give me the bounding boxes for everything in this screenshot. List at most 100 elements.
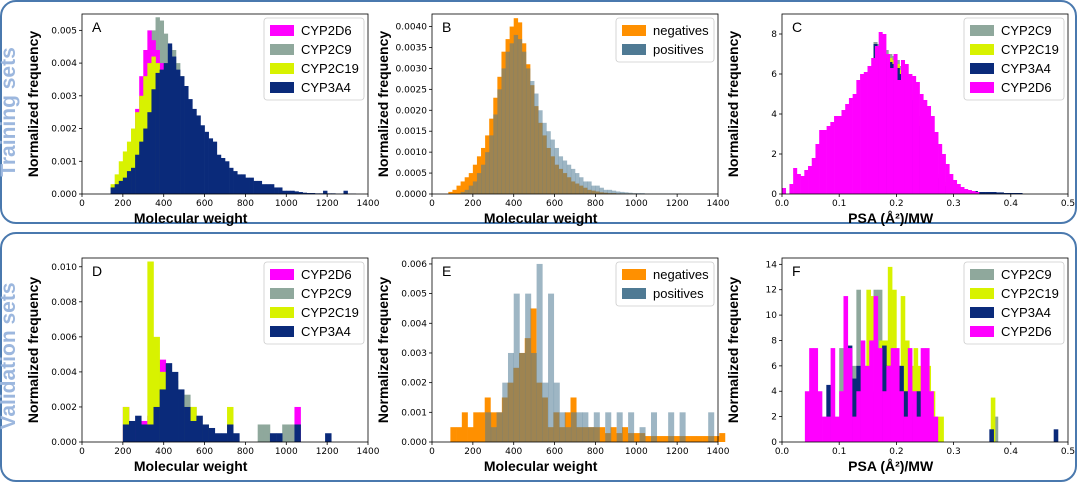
bar-negatives — [684, 436, 691, 442]
bar-positives — [570, 412, 577, 442]
bar-cyp3a4 — [237, 174, 242, 194]
y-tick-label: 6 — [771, 362, 777, 372]
bar-negatives — [662, 436, 669, 442]
bar-cyp3a4 — [985, 192, 990, 194]
bar-positives — [575, 173, 580, 194]
y-tick-label: 0 — [771, 190, 777, 200]
x-tick-label: 0.4 — [1004, 447, 1019, 457]
x-tick-label: 0.5 — [1061, 199, 1075, 209]
x-tick-label: 1200 — [666, 447, 689, 457]
bar-cyp3a4 — [204, 131, 209, 194]
bar-negatives — [713, 436, 720, 442]
bar-cyp3a4 — [175, 69, 181, 194]
bar-cyp3a4 — [852, 378, 857, 442]
bar-cyp2d6 — [897, 80, 902, 194]
bar-negatives — [478, 412, 486, 442]
bar-cyp3a4 — [114, 184, 120, 194]
x-tick-label: 1200 — [316, 447, 339, 457]
legend-swatch-cyp3a4 — [970, 307, 994, 318]
bar-cyp3a4 — [135, 415, 142, 442]
y-tick-label: 0.0035 — [396, 43, 428, 53]
bar-cyp2d6 — [860, 74, 865, 194]
legend-label-cyp2d6: CYP2D6 — [301, 23, 352, 38]
bars — [804, 266, 1059, 442]
bar-negatives — [456, 185, 461, 194]
bar-cyp2d6 — [945, 164, 950, 194]
bar-negatives — [656, 436, 663, 442]
bar-cyp3a4 — [147, 112, 152, 194]
bar-cyp3a4 — [989, 429, 994, 442]
y-tick-label: 6 — [771, 70, 777, 80]
y-tick-label: 10 — [766, 311, 778, 321]
bar-cyp2d6 — [900, 60, 905, 194]
bar-cyp3a4 — [153, 406, 160, 442]
y-tick-label: 0.0010 — [396, 148, 428, 158]
x-axis-title: Molecular weight — [134, 458, 248, 474]
x-tick-label: 200 — [464, 447, 481, 457]
bar-cyp3a4 — [184, 86, 189, 194]
bar-cyp3a4 — [196, 415, 203, 442]
bar-cyp2c19 — [990, 397, 996, 442]
bar-cyp2d6 — [804, 391, 810, 442]
bar-cyp2d6 — [822, 416, 827, 442]
bar-cyp2d6 — [899, 391, 904, 442]
y-axis-title: Normalized frequency — [25, 277, 41, 423]
bar-cyp2d6 — [822, 130, 827, 194]
bar-negatives — [702, 436, 709, 442]
bar-cyp3a4 — [227, 424, 234, 442]
legend-label-cyp2d6: CYP2D6 — [1001, 324, 1052, 339]
bar-cyp2d6 — [960, 187, 965, 194]
y-tick-label: 0.0030 — [396, 64, 428, 74]
x-tick-label: 800 — [237, 447, 254, 457]
bar-positives — [502, 382, 509, 442]
bar-cyp2d6 — [867, 66, 872, 194]
bar-negatives — [621, 427, 629, 442]
bar-positives — [639, 427, 646, 442]
bar-cyp2d6 — [830, 348, 836, 442]
axes-frame — [781, 257, 1069, 443]
bar-negatives — [644, 436, 651, 442]
bar-cyp2d6 — [893, 54, 898, 194]
bar-cyp2d6 — [841, 110, 846, 194]
bar-cyp3a4 — [225, 161, 230, 194]
bar-cyp3a4 — [1011, 193, 1016, 194]
bar-positives — [519, 352, 526, 442]
bar-cyp3a4 — [163, 63, 169, 194]
bar-cyp3a4 — [128, 420, 136, 442]
bar-cyp2c19 — [939, 416, 944, 442]
bar-positives — [468, 185, 474, 194]
y-tick-label: 0.0040 — [396, 23, 428, 33]
bar-positives — [588, 427, 595, 442]
bar-cyp2d6 — [912, 76, 917, 194]
bar-positives — [636, 193, 641, 194]
legend-label-cyp3a4: CYP3A4 — [301, 80, 351, 95]
bar-positives — [615, 191, 621, 194]
bar-cyp2d6 — [882, 391, 887, 442]
bar-cyp3a4 — [988, 192, 993, 194]
bar-cyp2c19 — [147, 261, 154, 442]
bar-cyp2d6 — [904, 64, 909, 194]
bar-cyp3a4 — [290, 190, 295, 194]
bar-positives — [485, 412, 492, 442]
bar-cyp2d6 — [845, 104, 850, 194]
bar-positives — [562, 160, 568, 194]
bar-cyp3a4 — [1018, 193, 1023, 194]
legend: CYP2C9 CYP2C19 CYP3A4 CYP2D6 — [963, 17, 1065, 101]
bar-cyp3a4 — [151, 89, 156, 194]
y-tick-label: 0.0015 — [396, 127, 428, 137]
bar-cyp3a4 — [159, 389, 167, 442]
bar-cyp2d6 — [856, 391, 861, 442]
bar-cyp3a4 — [249, 177, 254, 194]
legend: CYP2D6 CYP2C9 CYP2C19 CYP3A4 — [263, 17, 365, 101]
y-tick-label: 2 — [771, 413, 777, 423]
bar-cyp2d6 — [886, 365, 891, 442]
bar-cyp3a4 — [122, 424, 130, 442]
legend-box — [263, 17, 365, 101]
bar-cyp3a4 — [220, 433, 228, 442]
y-tick-label: 0.003 — [51, 92, 77, 102]
bar-negatives — [610, 427, 617, 442]
legend-swatch-cyp3a4 — [970, 63, 994, 74]
y-tick-label: 0.008 — [51, 298, 77, 308]
bar-negatives — [472, 164, 478, 194]
bar-cyp2d6 — [949, 174, 954, 194]
